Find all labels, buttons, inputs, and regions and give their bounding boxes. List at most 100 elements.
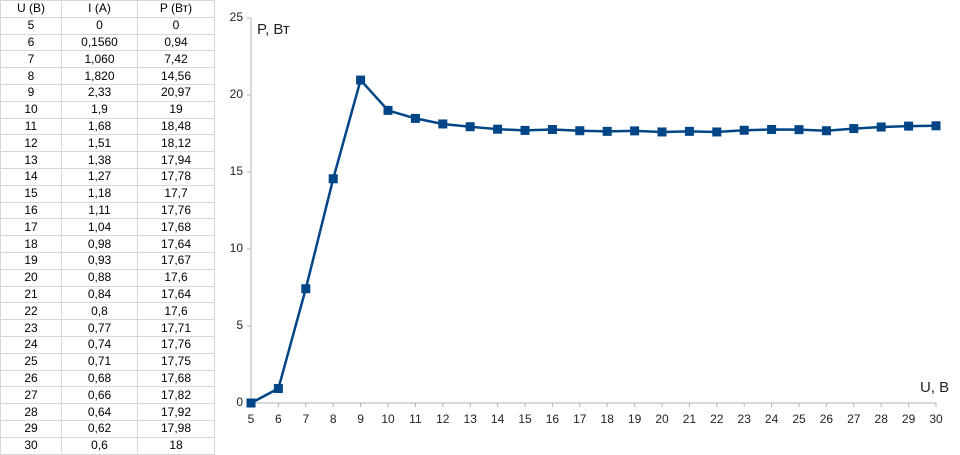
table-cell: 18,12 xyxy=(137,134,215,153)
table-cell: 24 xyxy=(0,335,62,354)
table-cell: 17,6 xyxy=(137,302,215,321)
table-cell: 14 xyxy=(0,167,62,186)
x-tick-label: 28 xyxy=(875,412,889,426)
x-tick-label: 8 xyxy=(330,412,337,426)
x-tick-label: 18 xyxy=(601,412,615,426)
y-tick-label: 20 xyxy=(230,87,244,101)
point-marker xyxy=(493,124,503,134)
x-tick-label: 30 xyxy=(929,412,943,426)
point-marker xyxy=(767,124,777,134)
x-tick-label: 13 xyxy=(464,412,478,426)
x-tick-label: 14 xyxy=(491,412,505,426)
table-cell: 0,94 xyxy=(137,33,215,52)
point-marker xyxy=(876,122,886,132)
table-cell: 17,7 xyxy=(137,184,215,203)
table-cell: I (A) xyxy=(61,0,138,18)
table-cell: 0,68 xyxy=(61,369,138,388)
x-tick-label: 24 xyxy=(765,412,779,426)
table-cell: 17,76 xyxy=(137,335,215,354)
table-row: 30 0,6 18 xyxy=(0,436,215,455)
table-cell: 1,9 xyxy=(61,100,138,119)
table-cell: 21 xyxy=(0,285,62,304)
x-axis-title: U, В xyxy=(920,379,949,396)
x-tick-label: 19 xyxy=(628,412,642,426)
y-tick-label: 15 xyxy=(230,164,244,178)
table-cell: 7,42 xyxy=(137,50,215,69)
table-cell: 26 xyxy=(0,369,62,388)
x-tick-label: 5 xyxy=(248,412,255,426)
table-row: 9 2,33 20,97 xyxy=(0,83,215,102)
table-cell: 6 xyxy=(0,33,62,52)
table-row: 22 0,8 17,6 xyxy=(0,302,215,321)
table-row: 6 0,1560 0,94 xyxy=(0,33,215,52)
table-cell: 17,94 xyxy=(137,151,215,169)
table-cell: 20,97 xyxy=(137,83,215,102)
x-tick-label: 21 xyxy=(683,412,697,426)
table-row: 12 1,51 18,12 xyxy=(0,134,215,153)
table-cell: 17,67 xyxy=(137,251,215,270)
table-row: 17 1,04 17,68 xyxy=(0,218,215,237)
point-marker xyxy=(849,124,859,134)
data-table: U (В) I (A) P (Вт) 5 0 0 6 0,1560 0,94 7 1,060 7,42… xyxy=(0,0,215,455)
x-tick-label: 9 xyxy=(357,412,364,426)
point-marker xyxy=(520,125,530,135)
table-cell: 23 xyxy=(0,319,62,337)
table-cell: 10 xyxy=(0,100,62,119)
table-cell: 17,92 xyxy=(137,403,215,421)
point-marker xyxy=(739,125,749,135)
table-cell: 17,6 xyxy=(137,268,215,287)
table-row: 28 0,64 17,92 xyxy=(0,403,215,421)
table-cell: 17,82 xyxy=(137,386,215,405)
x-tick-label: 17 xyxy=(573,412,587,426)
table-row: 14 1,27 17,78 xyxy=(0,167,215,186)
table-cell: 17,98 xyxy=(137,419,215,438)
table-cell: 18 xyxy=(0,235,62,253)
table-row: 29 0,62 17,98 xyxy=(0,419,215,438)
table-cell: 17,64 xyxy=(137,235,215,253)
table-cell: 1,04 xyxy=(61,218,138,237)
table-cell: 0,6 xyxy=(61,436,138,455)
table-cell: 0,8 xyxy=(61,302,138,321)
table-cell: 0,1560 xyxy=(61,33,138,52)
table-cell: 17,78 xyxy=(137,167,215,186)
table-row: 24 0,74 17,76 xyxy=(0,335,215,354)
table-row: 18 0,98 17,64 xyxy=(0,235,215,253)
table-cell: 0,66 xyxy=(61,386,138,405)
table-cell: 30 xyxy=(0,436,62,455)
table-cell: 15 xyxy=(0,184,62,203)
table-row: 8 1,820 14,56 xyxy=(0,67,215,85)
point-marker xyxy=(931,121,941,131)
x-tick-label: 7 xyxy=(302,412,309,426)
x-tick-label: 11 xyxy=(409,412,422,426)
table-cell: 0,77 xyxy=(61,319,138,337)
point-marker xyxy=(301,284,311,294)
table-cell: 2,33 xyxy=(61,83,138,102)
x-tick-label: 10 xyxy=(381,412,395,426)
y-tick-label: 25 xyxy=(230,10,244,24)
table-row: 15 1,18 17,7 xyxy=(0,184,215,203)
table-cell: 29 xyxy=(0,419,62,438)
x-tick-label: 29 xyxy=(902,412,916,426)
point-marker xyxy=(602,126,612,136)
point-marker xyxy=(575,126,585,136)
table-cell: 20 xyxy=(0,268,62,287)
table-cell: P (Вт) xyxy=(137,0,215,18)
point-marker xyxy=(684,126,694,136)
y-tick-label: 5 xyxy=(236,318,243,332)
table-cell: 1,18 xyxy=(61,184,138,203)
point-marker xyxy=(821,126,831,136)
x-tick-label: 20 xyxy=(655,412,669,426)
table-cell: 8 xyxy=(0,67,62,85)
point-marker xyxy=(246,398,256,408)
table-cell: 17,68 xyxy=(137,218,215,237)
table-cell: 1,060 xyxy=(61,50,138,69)
table-cell: 0,74 xyxy=(61,335,138,354)
table-cell: 14,56 xyxy=(137,67,215,85)
point-marker xyxy=(794,125,804,135)
point-marker xyxy=(904,121,914,131)
point-marker xyxy=(657,127,667,137)
table-cell: 19 xyxy=(0,251,62,270)
table-cell: 16 xyxy=(0,201,62,220)
